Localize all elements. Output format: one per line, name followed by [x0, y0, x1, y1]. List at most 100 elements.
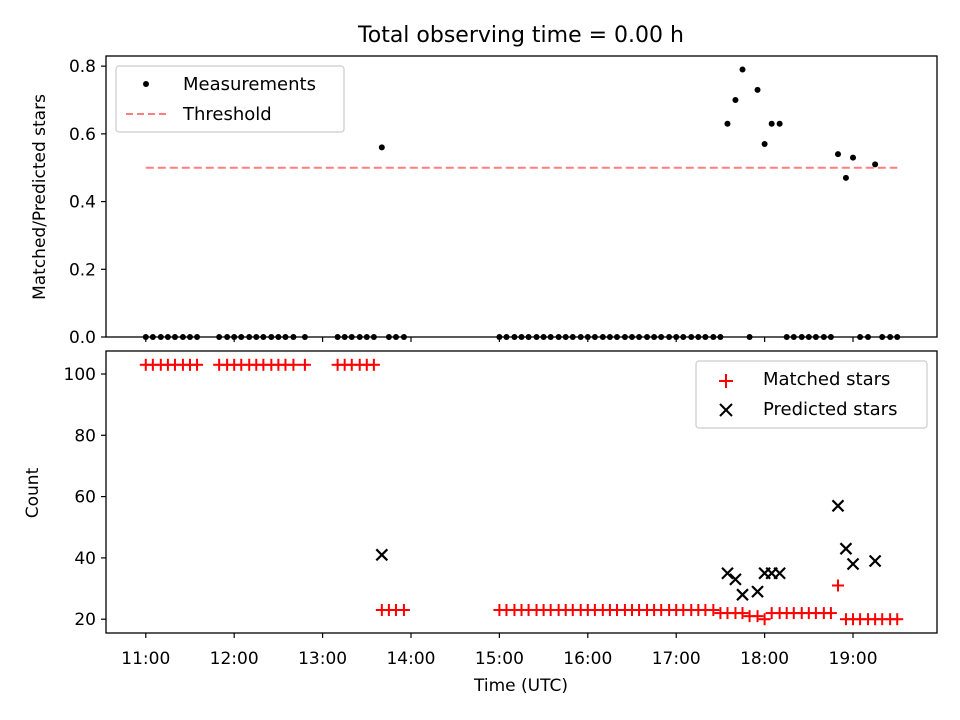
x-tick-label: 11:00 — [121, 649, 170, 669]
measurement-point — [613, 334, 620, 340]
measurement-point — [680, 334, 687, 340]
bottom-y-axis-label: Count — [23, 467, 43, 518]
x-tick-label: 14:00 — [386, 649, 435, 669]
top-x-ticks — [145, 337, 854, 342]
predicted-stars-group — [375, 499, 882, 601]
x-tick-label: 18:00 — [740, 649, 789, 669]
bottom-y-tick-label: 20 — [74, 610, 96, 630]
bottom-legend-box — [695, 360, 928, 429]
measurement-point — [790, 334, 797, 340]
top-legend-box — [115, 65, 345, 133]
x-tick-label: 12:00 — [210, 649, 259, 669]
measurement-point — [783, 334, 790, 340]
measurement-point — [887, 334, 894, 340]
measurement-point — [776, 120, 783, 127]
legend-matched-marker — [719, 374, 733, 388]
measurement-point — [754, 86, 761, 93]
measurement-point — [812, 334, 819, 340]
matched-star-point — [707, 604, 720, 617]
measurement-point — [834, 151, 841, 158]
predicted-star-point — [839, 542, 853, 555]
measurement-point — [370, 334, 377, 340]
measurement-point — [533, 334, 540, 340]
top-y-tick-label: 0.6 — [69, 125, 96, 145]
measurement-point — [894, 334, 901, 340]
predicted-star-point — [736, 588, 749, 601]
measurement-point — [301, 334, 308, 340]
measurement-point — [194, 334, 201, 340]
measurement-point — [651, 334, 658, 340]
top-y-tick-label: 0.0 — [69, 328, 96, 348]
bottom-y-ticks: 20 40 60 80 100 — [64, 365, 106, 630]
measurement-point — [629, 334, 636, 340]
measurement-point — [621, 334, 628, 340]
measurement-point — [540, 334, 547, 340]
bottom-y-tick-label: 80 — [74, 426, 96, 446]
measurement-point — [732, 97, 739, 104]
measurement-point — [253, 334, 260, 340]
matched-star-point — [367, 358, 380, 371]
measurement-point — [702, 334, 709, 340]
matched-star-point — [891, 613, 904, 626]
predicted-star-point — [751, 585, 764, 598]
measurement-point — [666, 334, 673, 340]
legend-measurements-marker — [143, 81, 149, 87]
measurement-point — [768, 120, 775, 127]
measurement-point — [503, 334, 510, 340]
measurement-point — [157, 334, 164, 340]
matched-star-point — [191, 358, 204, 371]
measurement-point — [282, 334, 289, 340]
measurement-point — [842, 174, 849, 181]
measurement-point — [186, 334, 193, 340]
x-axis-label: Time (UTC) — [473, 676, 568, 696]
x-tick-label: 15:00 — [475, 649, 524, 669]
matched-star-point — [298, 358, 311, 371]
bottom-y-tick-label: 60 — [74, 488, 96, 508]
measurement-point — [820, 334, 827, 340]
measurement-point — [805, 334, 812, 340]
matched-star-point — [824, 607, 837, 620]
x-tick-label: 19:00 — [829, 649, 878, 669]
measurement-point — [879, 334, 886, 340]
chart-title: Total observing time = 0.00 h — [357, 23, 684, 48]
predicted-star-point — [375, 548, 389, 562]
predicted-star-point — [831, 499, 845, 513]
matched-star-point — [758, 613, 771, 626]
x-tick-label: 16:00 — [563, 649, 612, 669]
legend-matched-label: Matched stars — [763, 369, 890, 390]
measurement-point — [606, 334, 613, 340]
measurement-point — [164, 334, 171, 340]
measurement-point — [260, 334, 267, 340]
predicted-star-point — [868, 554, 882, 568]
measurement-point — [179, 334, 186, 340]
measurement-point — [518, 334, 525, 340]
measurement-point — [562, 334, 569, 340]
measurement-point — [356, 334, 363, 340]
measurements-group — [142, 66, 901, 340]
bottom-panel: 20 40 60 80 100 11:00 12:00 13:00 14:00 15:00 16:… — [23, 350, 938, 696]
measurement-point — [850, 154, 857, 161]
x-tick-label: 13:00 — [298, 649, 347, 669]
legend-threshold-label: Threshold — [182, 104, 272, 125]
top-y-axis-label: Matched/Predicted stars — [30, 94, 50, 300]
measurement-point — [569, 334, 576, 340]
measurement-point — [761, 141, 768, 148]
matched-star-point — [831, 579, 844, 592]
measurement-point — [216, 334, 223, 340]
bottom-y-tick-label: 100 — [64, 365, 96, 385]
measurement-point — [341, 334, 348, 340]
measurement-point — [171, 334, 178, 340]
measurement-point — [591, 334, 598, 340]
measurement-point — [857, 334, 864, 340]
measurement-point — [872, 161, 879, 168]
legend-measurements-label: Measurements — [183, 74, 316, 95]
measurement-point — [555, 334, 562, 340]
measurement-point — [290, 334, 297, 340]
x-tick-label: 17:00 — [652, 649, 701, 669]
matched-star-point — [736, 607, 749, 620]
measurement-point — [525, 334, 532, 340]
measurement-point — [400, 334, 407, 340]
measurement-point — [547, 334, 554, 340]
bottom-legend: Matched stars Predicted stars — [695, 360, 928, 429]
